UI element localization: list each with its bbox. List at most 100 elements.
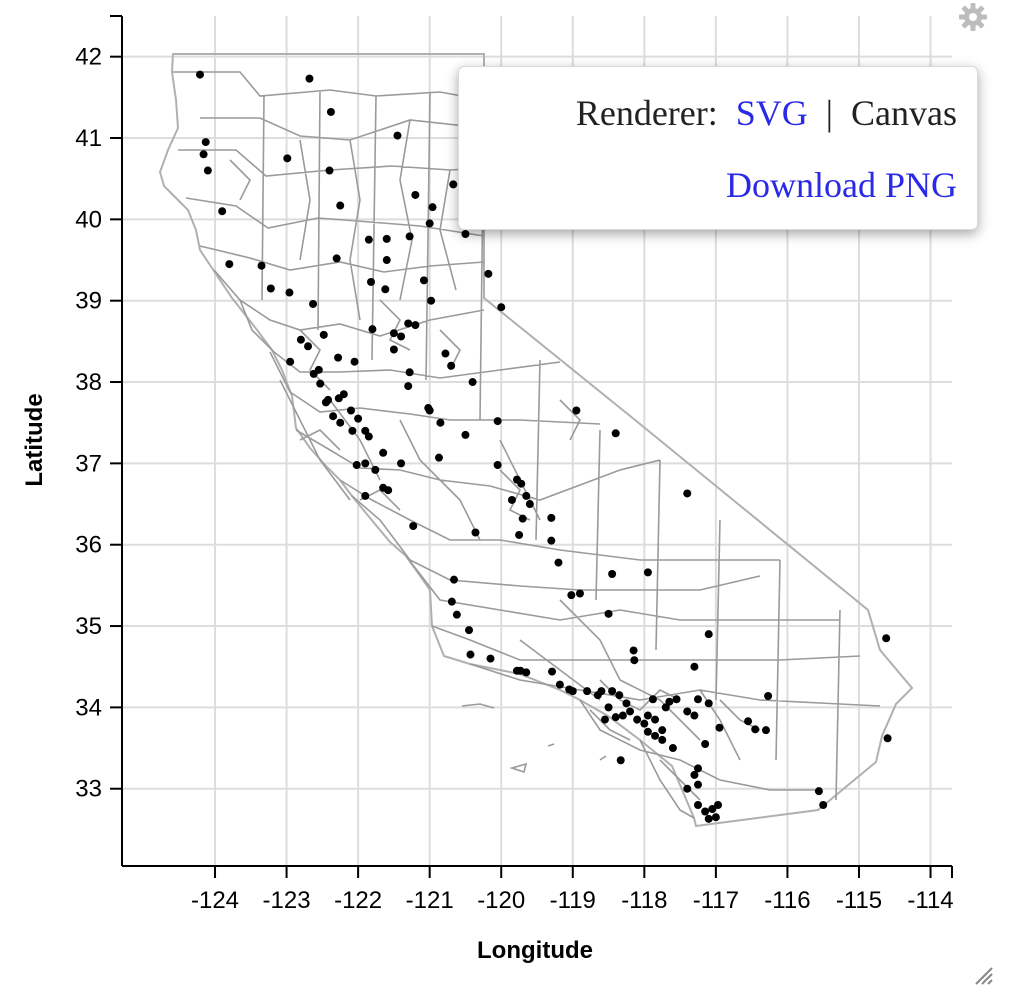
data-point [434, 453, 443, 462]
renderer-label: Renderer: [575, 93, 718, 133]
channel-islands [461, 703, 607, 774]
data-point [348, 426, 357, 435]
data-point [525, 500, 534, 509]
data-point [336, 201, 345, 210]
data-point [326, 107, 335, 116]
data-point [693, 764, 702, 773]
data-point [515, 530, 524, 539]
data-point [548, 667, 557, 676]
data-point [484, 269, 493, 278]
data-point [334, 394, 343, 403]
data-point [497, 303, 506, 312]
data-point [554, 558, 563, 567]
data-point [651, 715, 660, 724]
data-point [336, 418, 345, 427]
data-point [364, 432, 373, 441]
renderer-row: Renderer: SVG | Canvas [459, 89, 957, 161]
renderer-popup: Renderer: SVG | Canvas Download PNG [458, 66, 978, 230]
data-point [658, 726, 667, 735]
x-tick-label: -116 [764, 887, 810, 914]
data-point [379, 448, 388, 457]
data-point [309, 299, 318, 308]
data-point [452, 610, 461, 619]
data-point [334, 353, 343, 362]
data-point [882, 634, 891, 643]
data-point [648, 695, 657, 704]
data-point [449, 180, 458, 189]
svg-renderer-link[interactable]: SVG [735, 93, 808, 133]
data-point [285, 288, 294, 297]
axes: -124 -123 -122 -121 -120 -119 -118 -117 -116 -115… [75, 15, 954, 914]
download-row: Download PNG [459, 161, 957, 233]
data-point [572, 406, 581, 415]
y-tick-label: 36 [75, 532, 102, 559]
data-point [319, 330, 328, 339]
download-png-link[interactable]: Download PNG [726, 165, 957, 205]
y-tick-label: 38 [75, 369, 102, 396]
data-point [425, 219, 434, 228]
data-point [471, 528, 480, 537]
data-point [555, 680, 564, 689]
data-point [361, 491, 370, 500]
y-tick-label: 39 [75, 288, 102, 315]
resize-handle-icon[interactable] [972, 964, 994, 986]
canvas-renderer-link[interactable]: Canvas [851, 93, 957, 133]
gear-icon[interactable] [958, 2, 988, 32]
data-point [283, 154, 292, 163]
data-point [201, 138, 210, 147]
data-point [690, 770, 699, 779]
data-point [203, 166, 212, 175]
data-points [195, 70, 892, 823]
x-tick-label: -115 [836, 887, 882, 914]
data-point [393, 131, 402, 140]
data-point [819, 800, 828, 809]
data-point [744, 717, 753, 726]
data-point [518, 514, 527, 523]
data-point [604, 609, 613, 618]
data-point [512, 666, 521, 675]
data-point [361, 459, 370, 468]
data-point [436, 418, 445, 427]
data-point [447, 597, 456, 606]
data-point [517, 479, 526, 488]
data-point [195, 70, 204, 79]
x-tick-label: -118 [621, 887, 667, 914]
data-point [690, 662, 699, 671]
data-point [547, 536, 556, 545]
data-point [218, 207, 227, 216]
data-point [658, 735, 667, 744]
data-point [486, 654, 495, 663]
data-point [708, 805, 717, 814]
x-tick-label: -114 [907, 887, 953, 914]
data-point [493, 460, 502, 469]
data-point [361, 426, 370, 435]
data-point [424, 404, 433, 413]
data-point [405, 232, 414, 241]
data-point [447, 361, 456, 370]
data-point [522, 491, 531, 500]
data-point [690, 711, 699, 720]
x-tick-label: -120 [477, 887, 525, 914]
data-point [640, 719, 649, 728]
data-point [608, 687, 617, 696]
data-point [371, 465, 380, 474]
data-point [711, 813, 720, 822]
data-point [751, 725, 760, 734]
data-point [611, 713, 620, 722]
data-point [367, 277, 375, 286]
data-point [651, 731, 660, 740]
renderer-separator: | [825, 93, 834, 133]
data-point [683, 707, 692, 716]
x-tick-label: -119 [550, 887, 596, 914]
data-point [450, 575, 458, 584]
data-point [354, 414, 363, 423]
y-tick-label: 42 [75, 44, 102, 71]
y-tick-label: 34 [75, 694, 102, 721]
data-point [381, 285, 390, 294]
data-point [701, 807, 710, 816]
data-point [411, 321, 420, 330]
data-point [257, 261, 266, 270]
data-point [665, 697, 674, 706]
data-point [325, 166, 334, 175]
x-tick-label: -124 [191, 887, 239, 914]
